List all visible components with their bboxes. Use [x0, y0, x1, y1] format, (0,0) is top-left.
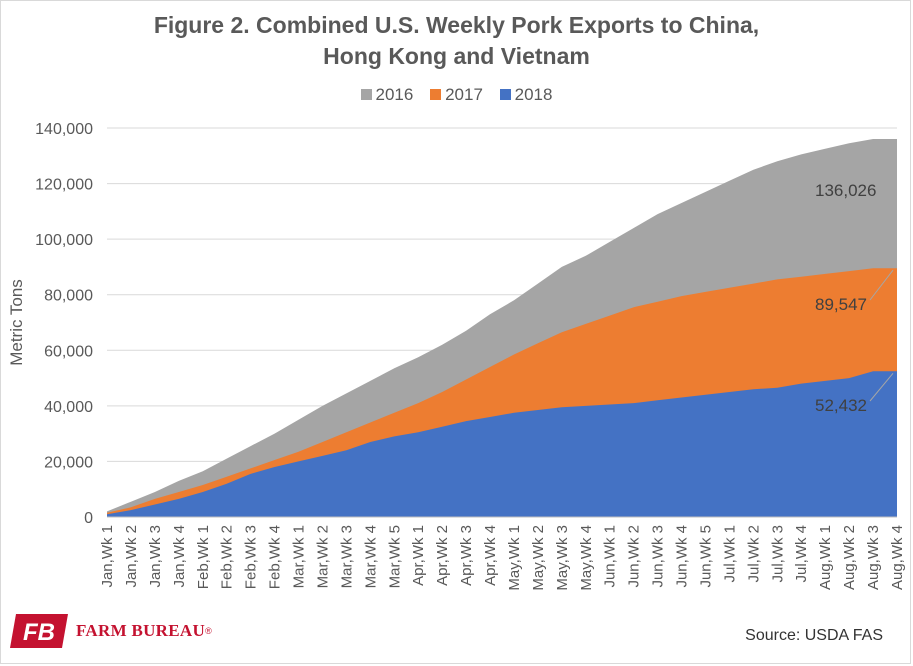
- x-tick-label: Mar,Wk 1: [291, 525, 308, 588]
- y-tick-label-140000: 140,000: [35, 121, 93, 138]
- x-tick-label: Jan,Wk 2: [123, 525, 140, 588]
- legend-label-2017: 2017: [445, 85, 483, 104]
- farm-bureau-mark-icon: FB: [10, 614, 68, 648]
- x-tick-label: Mar,Wk 2: [315, 525, 332, 588]
- x-tick-label: Jul,Wk 1: [721, 525, 738, 583]
- x-tick-label: Apr,Wk 3: [458, 525, 475, 586]
- x-tick-label: Jan,Wk 1: [99, 525, 116, 588]
- leader-line-2018: [869, 372, 894, 402]
- x-tick-label: Jul,Wk 4: [793, 525, 810, 583]
- legend-label-2018: 2018: [514, 85, 553, 104]
- value-label-2017: 89,547: [815, 295, 867, 314]
- y-tick-label-40000: 40,000: [44, 399, 93, 416]
- x-tick-label: Jan,Wk 4: [171, 525, 188, 588]
- x-tick-label: Aug,Wk 4: [889, 525, 906, 590]
- x-tick-label: Feb,Wk 1: [195, 525, 212, 589]
- legend-item-2016: 2016: [360, 85, 414, 105]
- x-tick-label: May,Wk 4: [578, 525, 595, 591]
- x-tick-label: Jul,Wk 3: [769, 525, 786, 583]
- y-tick-label-120000: 120,000: [35, 177, 93, 194]
- leader-line-2017: [869, 269, 894, 301]
- legend-item-2018: 2018: [499, 85, 553, 105]
- x-tick-label: Jun,Wk 3: [650, 525, 667, 588]
- x-tick-label: Feb,Wk 4: [267, 525, 284, 589]
- x-tick-label: Jan,Wk 3: [147, 525, 164, 588]
- legend-label-2016: 2016: [375, 85, 414, 104]
- source-note: Source: USDA FAS: [745, 627, 883, 644]
- x-tick-label: Aug,Wk 1: [817, 525, 834, 590]
- x-tick-label: Apr,Wk 4: [482, 525, 499, 586]
- x-tick-label: Feb,Wk 2: [219, 525, 236, 589]
- logo-text: FARM BUREAU: [76, 621, 206, 640]
- x-tick-label: Apr,Wk 1: [410, 525, 427, 586]
- legend-swatch-2017: [430, 89, 442, 100]
- legend-swatch-2018: [499, 89, 511, 100]
- x-tick-label: Aug,Wk 2: [841, 525, 858, 590]
- x-tick-label: Jul,Wk 2: [745, 525, 762, 583]
- x-tick-label: Aug,Wk 3: [865, 525, 882, 590]
- logo-mark-text: FB: [23, 619, 55, 646]
- value-label-2018: 52,432: [815, 396, 867, 415]
- chart-legend: 2016 2017 2018: [0, 85, 913, 105]
- chart-title-line-1: Figure 2. Combined U.S. Weekly Pork Expo…: [153, 12, 760, 38]
- area-series-2018: [107, 371, 897, 517]
- y-tick-label-0: 0: [84, 510, 93, 527]
- y-tick-label-60000: 60,000: [44, 343, 93, 360]
- y-tick-label-100000: 100,000: [35, 232, 93, 249]
- x-tick-label: Mar,Wk 4: [362, 525, 379, 588]
- legend-item-2017: 2017: [430, 85, 483, 105]
- farm-bureau-logo: FB FARM BUREAU ®: [10, 613, 212, 649]
- x-tick-label: May,Wk 1: [506, 525, 523, 591]
- x-tick-label: Jun,Wk 2: [626, 525, 643, 588]
- x-tick-label: Jun,Wk 4: [674, 525, 691, 588]
- registered-mark: ®: [205, 626, 212, 636]
- y-axis-title: Metric Tons: [7, 279, 26, 366]
- x-tick-label: May,Wk 2: [530, 525, 547, 591]
- chart-title-line-2: Hong Kong and Vietnam: [323, 43, 590, 69]
- x-tick-label: Mar,Wk 3: [338, 525, 355, 588]
- x-tick-label: Feb,Wk 3: [243, 525, 260, 589]
- x-tick-label: May,Wk 3: [554, 525, 571, 591]
- y-tick-label-20000: 20,000: [44, 454, 93, 471]
- x-tick-label: Apr,Wk 2: [434, 525, 451, 586]
- x-tick-label: Jun,Wk 5: [698, 525, 715, 588]
- x-tick-label: Mar,Wk 5: [386, 525, 403, 588]
- chart-title: Figure 2. Combined U.S. Weekly Pork Expo…: [0, 10, 913, 72]
- x-tick-label: Jun,Wk 1: [602, 525, 619, 588]
- y-tick-label-80000: 80,000: [44, 288, 93, 305]
- value-label-2016: 136,026: [815, 181, 876, 200]
- legend-swatch-2016: [360, 89, 372, 100]
